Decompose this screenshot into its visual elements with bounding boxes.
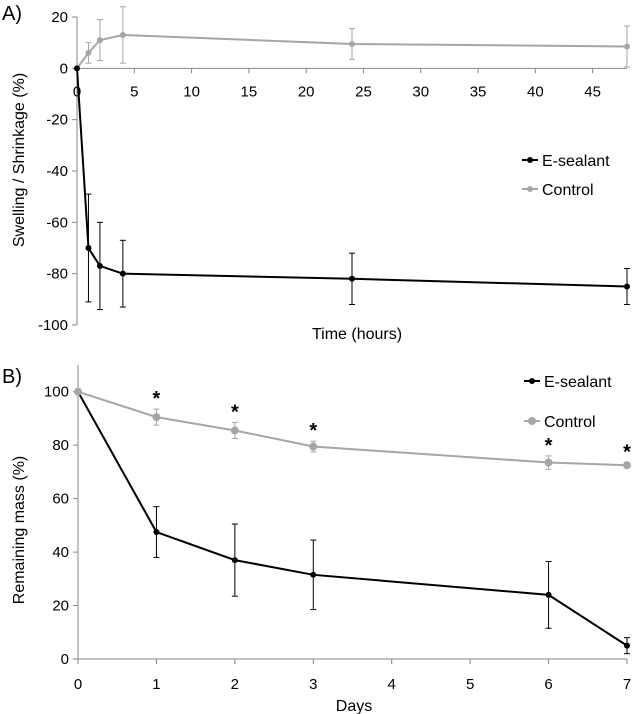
panel-b-data-point	[152, 413, 161, 422]
panel-b-plot: 0 20 40 60 80 100 0 1 2 3 4 5 6 7 * * * * * E-sealant Contro…	[44, 365, 631, 693]
panel-b-y-tick-label: 60	[52, 491, 69, 508]
panel-b-y-tick-label: 80	[52, 437, 69, 454]
panel-a-y-tick-label: -40	[46, 163, 68, 180]
panel-a-x-tick-label: 10	[183, 83, 200, 100]
panel-b-x-tick-label: 7	[623, 676, 631, 693]
panel-a-data-point	[624, 283, 630, 290]
panel-a-plot: 20 0 -20 -40 -60 -80 -100 0 5 10 15 20 25 30 35 40 45 E-s…	[38, 6, 630, 334]
panel-b-data-point	[310, 571, 317, 578]
panel-a-y-tick-label: -60	[46, 214, 68, 231]
panel-a-x-tick-label: 40	[527, 83, 544, 100]
panel-a-data-point	[96, 262, 103, 269]
panel-b-x-tick-label: 5	[466, 676, 474, 693]
panel-b-x-tick-label: 4	[388, 676, 396, 693]
panel-b-legend-marker	[529, 378, 535, 384]
panel-b-y-tick-label: 40	[52, 544, 69, 561]
panel-a-legend-marker	[527, 186, 533, 192]
panel-a-y-tick-label: 20	[51, 9, 68, 26]
panel-b-significance-star: *	[545, 435, 553, 457]
panel-a-legend-marker	[527, 157, 533, 163]
panel-a-series-line	[76, 68, 628, 288]
panel-b-data-point	[153, 529, 160, 536]
panel-a-x-tick-label: 0	[73, 83, 81, 100]
panel-a-data-point	[85, 49, 92, 56]
panel-a-x-tick-label: 30	[412, 83, 429, 100]
panel-a-x-tick-label: 15	[241, 83, 258, 100]
panel-a-x-tick-label: 45	[584, 83, 601, 100]
panel-a-data-point	[96, 37, 103, 44]
panel-a-data-point	[85, 245, 92, 251]
panel-a-y-tick-label: 0	[60, 60, 68, 77]
panel-a-series-line	[76, 33, 628, 69]
panel-a-data-point	[74, 65, 80, 72]
panel-a-legend-label: E-sealant	[542, 153, 610, 170]
panel-a-x-tick-label: 5	[130, 83, 138, 100]
panel-a-y-tick-label: -80	[46, 266, 68, 283]
panel-b-significance-star: *	[623, 442, 631, 464]
panel-b-y-tick-label: 100	[44, 384, 69, 401]
panel-b-data-point	[623, 461, 631, 470]
panel-a-x-tick-label: 25	[355, 83, 372, 100]
panel-b-legend-label: E-sealant	[544, 374, 612, 391]
panel-b-series-line	[77, 391, 628, 647]
panel-b-data-point	[624, 642, 630, 649]
panel-b-x-tick-label: 1	[152, 676, 160, 693]
panel-a-y-tick-label: -100	[38, 317, 68, 334]
panel-b-y-tick-label: 0	[61, 651, 69, 668]
panel-a-x-axis-title: Time (hours)	[312, 326, 402, 343]
panel-b-data-point	[231, 557, 238, 564]
panel-a-data-point	[119, 270, 126, 277]
panel-a-data-point	[349, 40, 355, 47]
panel-b-significance-star: *	[231, 401, 239, 423]
panel-b-x-axis-title: Days	[336, 698, 372, 714]
panel-b-x-tick-label: 2	[231, 676, 239, 693]
panel-b-y-axis-title: Remaining mass (%)	[11, 456, 28, 604]
panel-b-data-point	[230, 426, 239, 435]
panel-a-legend-label: Control	[542, 182, 594, 199]
panel-b-series-line	[77, 390, 628, 467]
panel-b-significance-star: *	[153, 388, 161, 410]
panel-b-significance-star: *	[309, 420, 317, 442]
panel-a-data-point	[624, 43, 630, 50]
panel-a-x-tick-label: 35	[470, 83, 487, 100]
panel-b-data-point	[309, 442, 318, 451]
panel-a-data-point	[119, 31, 126, 38]
panel-b-data-point	[74, 387, 82, 396]
panel-b-x-tick-label: 6	[544, 676, 552, 693]
panel-b-data-point	[545, 591, 552, 598]
panel-a-data-point	[349, 275, 355, 282]
panel-a-label: A)	[2, 3, 22, 25]
panel-b-label: B)	[2, 366, 22, 388]
panel-a-y-tick-label: -20	[46, 112, 68, 129]
panel-b-legend-marker	[528, 417, 536, 425]
panel-a-x-tick-label: 20	[298, 83, 315, 100]
panel-b-legend-label: Control	[544, 414, 596, 431]
panel-b-x-tick-label: 3	[309, 676, 317, 693]
panel-b-data-point	[544, 458, 553, 467]
panel-a-y-axis-title: Swelling / Shrinkage (%)	[11, 73, 28, 247]
panel-b-y-tick-label: 20	[52, 598, 69, 615]
panel-b-x-tick-label: 0	[74, 676, 82, 693]
